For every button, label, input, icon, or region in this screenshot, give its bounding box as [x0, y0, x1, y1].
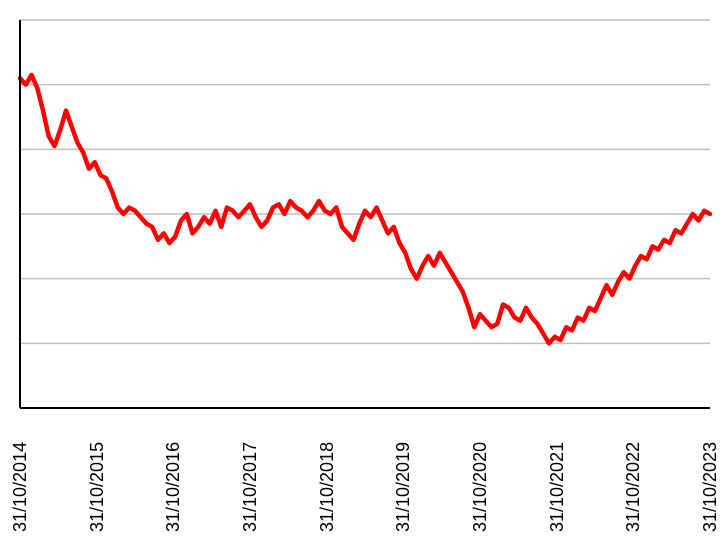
x-axis-label: 31/10/2017 — [240, 442, 261, 532]
x-axis-label: 31/10/2023 — [700, 442, 720, 532]
x-axis-label: 31/10/2018 — [317, 442, 338, 532]
x-axis-label: 31/10/2015 — [87, 442, 108, 532]
x-axis-label: 31/10/2014 — [10, 442, 31, 532]
x-axis-label: 31/10/2019 — [393, 442, 414, 532]
line-chart: 31/10/2014 31/10/2015 31/10/2016 31/10/2017… — [0, 0, 720, 540]
x-axis-label: 31/10/2021 — [547, 442, 568, 532]
x-axis-label: 31/10/2020 — [470, 442, 491, 532]
x-axis-label: 31/10/2022 — [623, 442, 644, 532]
x-axis-label: 31/10/2016 — [163, 442, 184, 532]
chart-svg — [0, 0, 720, 540]
